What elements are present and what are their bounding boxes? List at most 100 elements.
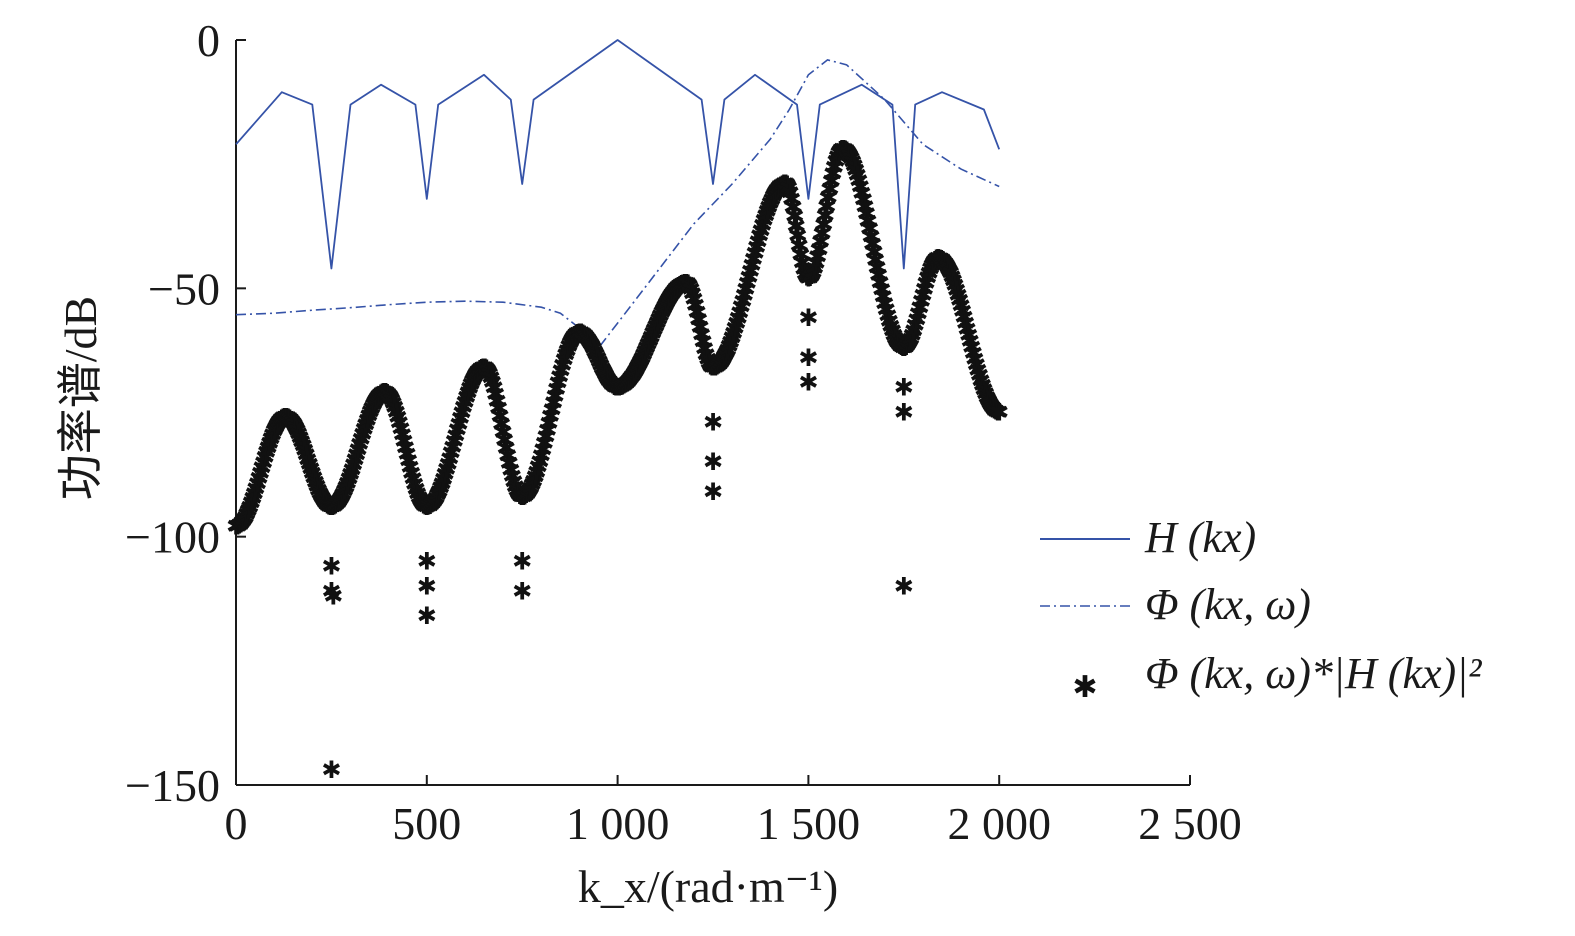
product-marker: ✱ — [809, 236, 829, 264]
product-marker: ✱ — [333, 480, 353, 508]
product-marker: ✱ — [563, 324, 583, 352]
product-marker: ✱ — [887, 328, 907, 356]
product-marker: ✱ — [423, 489, 443, 517]
product-marker: ✱ — [702, 354, 722, 382]
product-marker: ✱ — [234, 507, 254, 535]
product-marker: ✱ — [669, 273, 689, 301]
product-marker: ✱ — [611, 373, 631, 401]
product-marker: ✱ — [501, 456, 521, 484]
product-marker: ✱ — [583, 335, 603, 363]
product-marker: ✱ — [589, 348, 609, 376]
product-marker: ✱ — [832, 135, 852, 163]
product-marker: ✱ — [711, 348, 731, 376]
product-marker: ✱ — [267, 411, 287, 439]
product-marker: ✱ — [913, 282, 933, 310]
product-marker: ✱ — [588, 345, 608, 373]
product-marker: ✱ — [368, 383, 388, 411]
product-marker: ✱ — [557, 337, 577, 365]
product-marker: ✱ — [652, 299, 672, 327]
product-marker: ✱ — [337, 469, 357, 497]
y-tick-label: −50 — [148, 263, 220, 314]
product-marker: ✱ — [988, 398, 1008, 426]
product-marker: ✱ — [867, 254, 887, 282]
product-outlier-marker: ✱ — [798, 344, 818, 372]
product-marker: ✱ — [633, 341, 653, 369]
product-marker: ✱ — [948, 281, 968, 309]
product-marker: ✱ — [690, 314, 710, 342]
product-outlier-marker: ✱ — [798, 304, 818, 332]
product-marker: ✱ — [244, 480, 264, 508]
product-outlier-marker: ✱ — [703, 478, 723, 506]
product-marker: ✱ — [774, 170, 794, 198]
product-marker: ✱ — [835, 136, 855, 164]
product-marker: ✱ — [914, 275, 934, 303]
product-marker: ✱ — [852, 179, 872, 207]
product-marker: ✱ — [904, 317, 924, 345]
product-marker: ✱ — [849, 167, 869, 195]
product-marker: ✱ — [311, 483, 331, 511]
product-marker: ✱ — [728, 304, 748, 332]
product-marker: ✱ — [742, 251, 762, 279]
product-marker: ✱ — [876, 296, 896, 324]
product-marker: ✱ — [646, 313, 666, 341]
product-marker: ✱ — [379, 381, 399, 409]
product-marker: ✱ — [803, 259, 823, 287]
product-marker: ✱ — [295, 437, 315, 465]
product-marker: ✱ — [969, 362, 989, 390]
product-marker: ✱ — [339, 465, 359, 493]
product-marker: ✱ — [299, 451, 319, 479]
product-marker: ✱ — [870, 269, 890, 297]
product-marker: ✱ — [740, 257, 760, 285]
product-marker: ✱ — [925, 246, 945, 274]
product-marker: ✱ — [527, 458, 547, 486]
product-marker: ✱ — [705, 353, 725, 381]
product-marker: ✱ — [592, 355, 612, 383]
product-marker: ✱ — [731, 293, 751, 321]
y-axis-label: 功率谱/dB — [55, 296, 106, 500]
product-marker: ✱ — [415, 493, 435, 521]
product-marker: ✱ — [693, 328, 713, 356]
product-marker: ✱ — [377, 380, 397, 408]
product-marker: ✱ — [530, 448, 550, 476]
product-marker: ✱ — [891, 333, 911, 361]
product-marker: ✱ — [582, 332, 602, 360]
product-marker: ✱ — [739, 263, 759, 291]
product-marker: ✱ — [318, 491, 338, 519]
product-marker: ✱ — [353, 421, 373, 449]
product-marker: ✱ — [920, 255, 940, 283]
product-marker: ✱ — [455, 389, 475, 417]
x-tick-label: 500 — [392, 798, 461, 849]
product-marker: ✱ — [347, 441, 367, 469]
product-marker: ✱ — [795, 260, 815, 288]
product-marker: ✱ — [409, 484, 429, 512]
product-marker: ✱ — [820, 176, 840, 204]
product-marker: ✱ — [551, 357, 571, 385]
product-marker: ✱ — [785, 203, 805, 231]
product-marker: ✱ — [762, 186, 782, 214]
product-marker: ✱ — [569, 319, 589, 347]
product-marker: ✱ — [437, 456, 457, 484]
product-marker: ✱ — [359, 402, 379, 430]
product-marker: ✱ — [336, 473, 356, 501]
x-tick-label: 0 — [225, 798, 248, 849]
product-marker: ✱ — [524, 467, 544, 495]
product-marker: ✱ — [701, 352, 721, 380]
product-marker: ✱ — [400, 453, 420, 481]
product-marker: ✱ — [241, 489, 261, 517]
product-marker: ✱ — [917, 264, 937, 292]
product-marker: ✱ — [716, 340, 736, 368]
product-marker: ✱ — [972, 372, 992, 400]
product-marker: ✱ — [412, 490, 432, 518]
product-marker: ✱ — [441, 439, 461, 467]
product-marker: ✱ — [313, 486, 333, 514]
product-marker: ✱ — [666, 276, 686, 304]
product-marker: ✱ — [482, 369, 502, 397]
product-marker: ✱ — [888, 330, 908, 358]
product-marker: ✱ — [418, 493, 438, 521]
product-outlier-marker: ✱ — [798, 369, 818, 397]
product-marker: ✱ — [298, 446, 318, 474]
product-marker: ✱ — [511, 483, 531, 511]
product-marker: ✱ — [571, 319, 591, 347]
product-marker: ✱ — [539, 410, 559, 438]
